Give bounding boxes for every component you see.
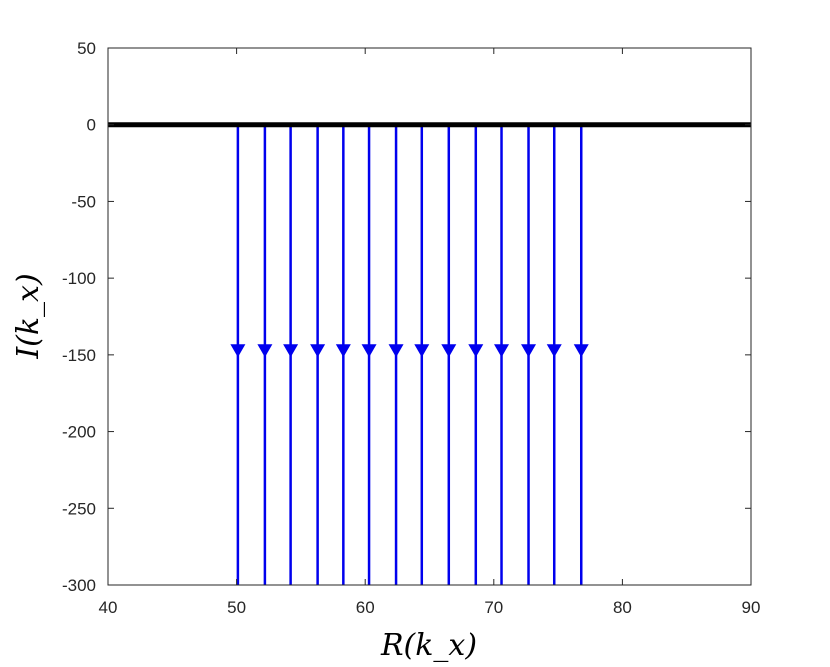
tick-labels: 40 50 60 70 80 90 50 0 -50 -100 -150 -200 -250 -300 xyxy=(62,39,760,617)
y-tick-label: -250 xyxy=(62,499,96,518)
x-tick-label: 80 xyxy=(613,598,632,617)
contour-arrow-11 xyxy=(521,344,537,358)
contour-arrow-6 xyxy=(388,344,404,358)
plot-background xyxy=(108,48,751,585)
x-tick-label: 70 xyxy=(484,598,503,617)
contour-arrow-1 xyxy=(257,344,273,358)
contour-arrow-9 xyxy=(468,344,484,358)
y-tick-label: -100 xyxy=(62,269,96,288)
contour-arrow-7 xyxy=(414,344,430,358)
y-axis-title: I(k_x) xyxy=(11,273,46,359)
x-tick-label: 60 xyxy=(356,598,375,617)
contour-lines xyxy=(230,124,589,585)
y-tick-label: -50 xyxy=(71,192,96,211)
y-tick-label: 50 xyxy=(77,39,96,58)
x-axis-title: R(k_x) xyxy=(380,628,477,663)
contour-arrow-5 xyxy=(361,344,377,358)
contour-arrow-0 xyxy=(230,344,246,358)
contour-arrow-4 xyxy=(335,344,351,358)
contour-arrow-12 xyxy=(546,344,562,358)
contour-arrow-10 xyxy=(494,344,510,358)
axis-ticks xyxy=(107,47,752,586)
y-tick-label: -200 xyxy=(62,423,96,442)
x-tick-label: 40 xyxy=(99,598,118,617)
y-tick-label: -150 xyxy=(62,346,96,365)
plot-frame xyxy=(107,47,752,586)
contour-arrow-2 xyxy=(283,344,299,358)
y-tick-label: 0 xyxy=(87,116,96,135)
contour-arrow-3 xyxy=(310,344,326,358)
x-tick-label: 90 xyxy=(742,598,761,617)
x-tick-label: 50 xyxy=(227,598,246,617)
y-tick-label: -300 xyxy=(62,576,96,595)
contour-arrow-13 xyxy=(573,344,589,358)
contour-arrow-8 xyxy=(441,344,457,358)
